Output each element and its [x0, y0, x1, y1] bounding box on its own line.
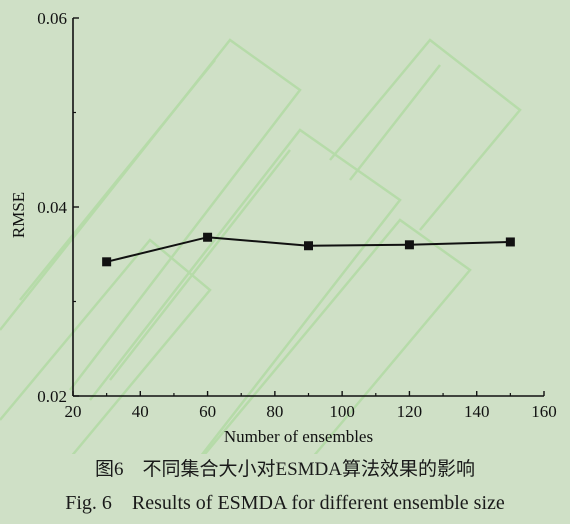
x-axis-title: Number of ensembles	[224, 427, 373, 446]
x-tick-label: 100	[329, 402, 355, 421]
data-point	[203, 232, 213, 242]
data-point	[505, 237, 515, 247]
x-tick-label: 60	[199, 402, 216, 421]
data-point	[404, 240, 414, 250]
y-tick-label: 0.02	[37, 387, 67, 406]
x-tick-label: 20	[65, 402, 82, 421]
x-tick-label: 80	[266, 402, 283, 421]
x-tick-label: 160	[531, 402, 557, 421]
x-tick-label: 140	[464, 402, 490, 421]
x-tick-label: 120	[397, 402, 423, 421]
figure-caption-chinese: 图6 不同集合大小对ESMDA算法效果的影响	[94, 459, 475, 480]
axes: 20 40 60 80 100 120 140 160 0.02 0.04 0.06	[37, 9, 557, 421]
data-point	[102, 257, 112, 267]
y-tick-label: 0.06	[37, 9, 67, 28]
figure-caption-english: Fig. 6 Results of ESMDA for different en…	[65, 492, 505, 514]
y-tick-label: 0.04	[37, 198, 67, 217]
y-axis-title: RMSE	[9, 192, 28, 238]
data-point	[304, 241, 313, 251]
watermark	[0, 38, 522, 454]
plot-area	[102, 232, 515, 267]
chart: 20 40 60 80 100 120 140 160 0.02 0.04 0.06 Number …	[0, 9, 557, 454]
x-tick-label: 40	[132, 402, 149, 421]
